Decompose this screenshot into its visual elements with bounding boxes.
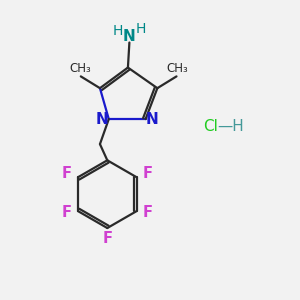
Text: H: H (113, 24, 123, 38)
Text: N: N (123, 29, 136, 44)
Text: CH₃: CH₃ (69, 61, 91, 75)
Text: F: F (143, 205, 153, 220)
Text: Cl: Cl (203, 119, 218, 134)
Text: N: N (146, 112, 158, 127)
Text: F: F (62, 166, 72, 181)
Text: —H: —H (218, 119, 244, 134)
Text: F: F (62, 205, 72, 220)
Text: H: H (136, 22, 146, 36)
Text: F: F (102, 231, 112, 246)
Text: F: F (143, 166, 153, 181)
Text: N: N (96, 112, 109, 127)
Text: CH₃: CH₃ (166, 61, 188, 75)
